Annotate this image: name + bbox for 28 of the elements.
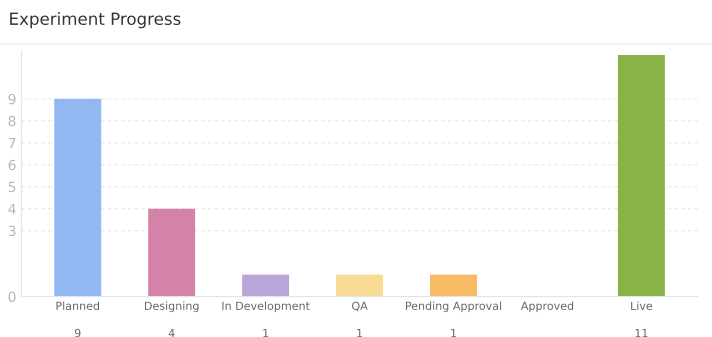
bar (54, 98, 102, 297)
data-label: 1 (451, 329, 456, 337)
y-tick-label: 6 (8, 160, 16, 170)
data-label: 9 (74, 328, 80, 337)
x-tick-label: QA (352, 302, 368, 312)
x-tick-label: Live (631, 301, 652, 310)
bar (618, 54, 665, 297)
data-label: 11 (636, 329, 648, 337)
y-tick-label: 0 (8, 292, 16, 302)
x-tick-label: Pending Approval (406, 301, 502, 312)
data-label: 1 (357, 329, 362, 337)
y-tick-label: 3 (8, 226, 16, 236)
y-tick-label: 5 (8, 182, 16, 192)
data-label: 4 (168, 329, 175, 337)
bar (336, 274, 384, 297)
x-tick-label: In Development (222, 301, 310, 312)
chart-title: Experiment Progress (10, 12, 180, 28)
x-tick-label: Planned (56, 301, 99, 310)
y-tick-label: 8 (8, 116, 16, 126)
y-tick-label: 4 (8, 204, 16, 214)
bar (430, 274, 477, 297)
bar (148, 208, 196, 297)
y-tick-label: 9 (8, 94, 16, 104)
data-label: 1 (263, 329, 268, 337)
x-tick-label: Designing (144, 301, 198, 312)
y-tick-label: 7 (8, 138, 16, 148)
x-tick-label: Approved (520, 301, 574, 312)
bar (242, 274, 290, 297)
